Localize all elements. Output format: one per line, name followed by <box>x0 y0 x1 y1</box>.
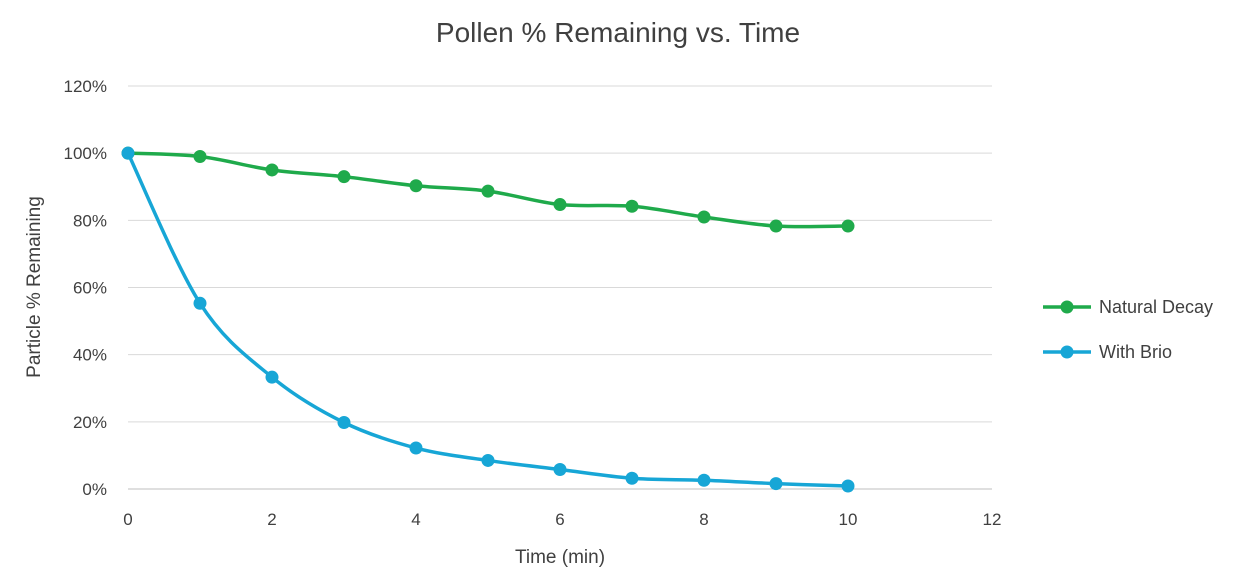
legend-label-with-brio: With Brio <box>1099 342 1172 362</box>
data-point-with-brio <box>193 296 207 310</box>
y-tick-label: 120% <box>64 77 107 96</box>
data-point-with-brio <box>697 473 711 487</box>
y-tick-label: 20% <box>73 413 107 432</box>
gridlines <box>128 85 992 423</box>
legend-item-with-brio: With Brio <box>1043 342 1172 362</box>
data-point-with-brio <box>409 441 423 455</box>
y-tick-label: 100% <box>64 144 107 163</box>
data-point-with-brio <box>769 477 783 491</box>
data-point-natural-decay <box>553 198 567 212</box>
x-tick-label: 6 <box>555 510 564 529</box>
y-tick-label: 80% <box>73 211 107 230</box>
chart-title: Pollen % Remaining vs. Time <box>436 17 800 48</box>
data-point-with-brio <box>481 453 495 467</box>
y-tick-label: 40% <box>73 346 107 365</box>
series-line-with-brio <box>126 151 850 488</box>
y-tick-label: 0% <box>82 480 107 499</box>
x-tick-label: 0 <box>123 510 132 529</box>
x-tick-label: 10 <box>839 510 858 529</box>
x-tick-label: 12 <box>983 510 1002 529</box>
data-point-natural-decay <box>697 210 711 224</box>
data-point-natural-decay <box>193 150 207 164</box>
x-tick-label: 8 <box>699 510 708 529</box>
data-point-natural-decay <box>409 179 423 193</box>
data-point-natural-decay <box>265 163 279 177</box>
data-point-with-brio <box>265 370 279 384</box>
data-point-with-brio <box>841 479 855 493</box>
series-layer <box>121 146 855 493</box>
legend: Natural Decay With Brio <box>1043 297 1213 362</box>
y-axis-label: Particle % Remaining <box>24 196 45 378</box>
x-tick-label: 2 <box>267 510 276 529</box>
legend-item-natural-decay: Natural Decay <box>1043 297 1213 317</box>
axes: 0% 20% 40% 60% 80% 100% 120% 0 2 4 6 8 10 12 <box>64 77 1002 529</box>
series-natural-decay <box>121 146 855 233</box>
legend-marker-natural-decay <box>1060 300 1074 314</box>
data-point-natural-decay <box>769 219 783 233</box>
legend-marker-with-brio <box>1060 345 1074 359</box>
legend-label-natural-decay: Natural Decay <box>1099 297 1213 317</box>
data-point-with-brio <box>121 146 135 160</box>
data-point-natural-decay <box>481 184 495 198</box>
data-point-with-brio <box>337 416 351 430</box>
data-point-natural-decay <box>337 170 351 184</box>
data-point-natural-decay <box>625 199 639 213</box>
data-point-natural-decay <box>841 219 855 233</box>
data-point-with-brio <box>625 471 639 485</box>
y-tick-label: 60% <box>73 279 107 298</box>
x-axis-label: Time (min) <box>515 547 605 568</box>
series-with-brio <box>121 146 855 493</box>
x-tick-label: 4 <box>411 510 420 529</box>
data-point-with-brio <box>553 463 567 477</box>
